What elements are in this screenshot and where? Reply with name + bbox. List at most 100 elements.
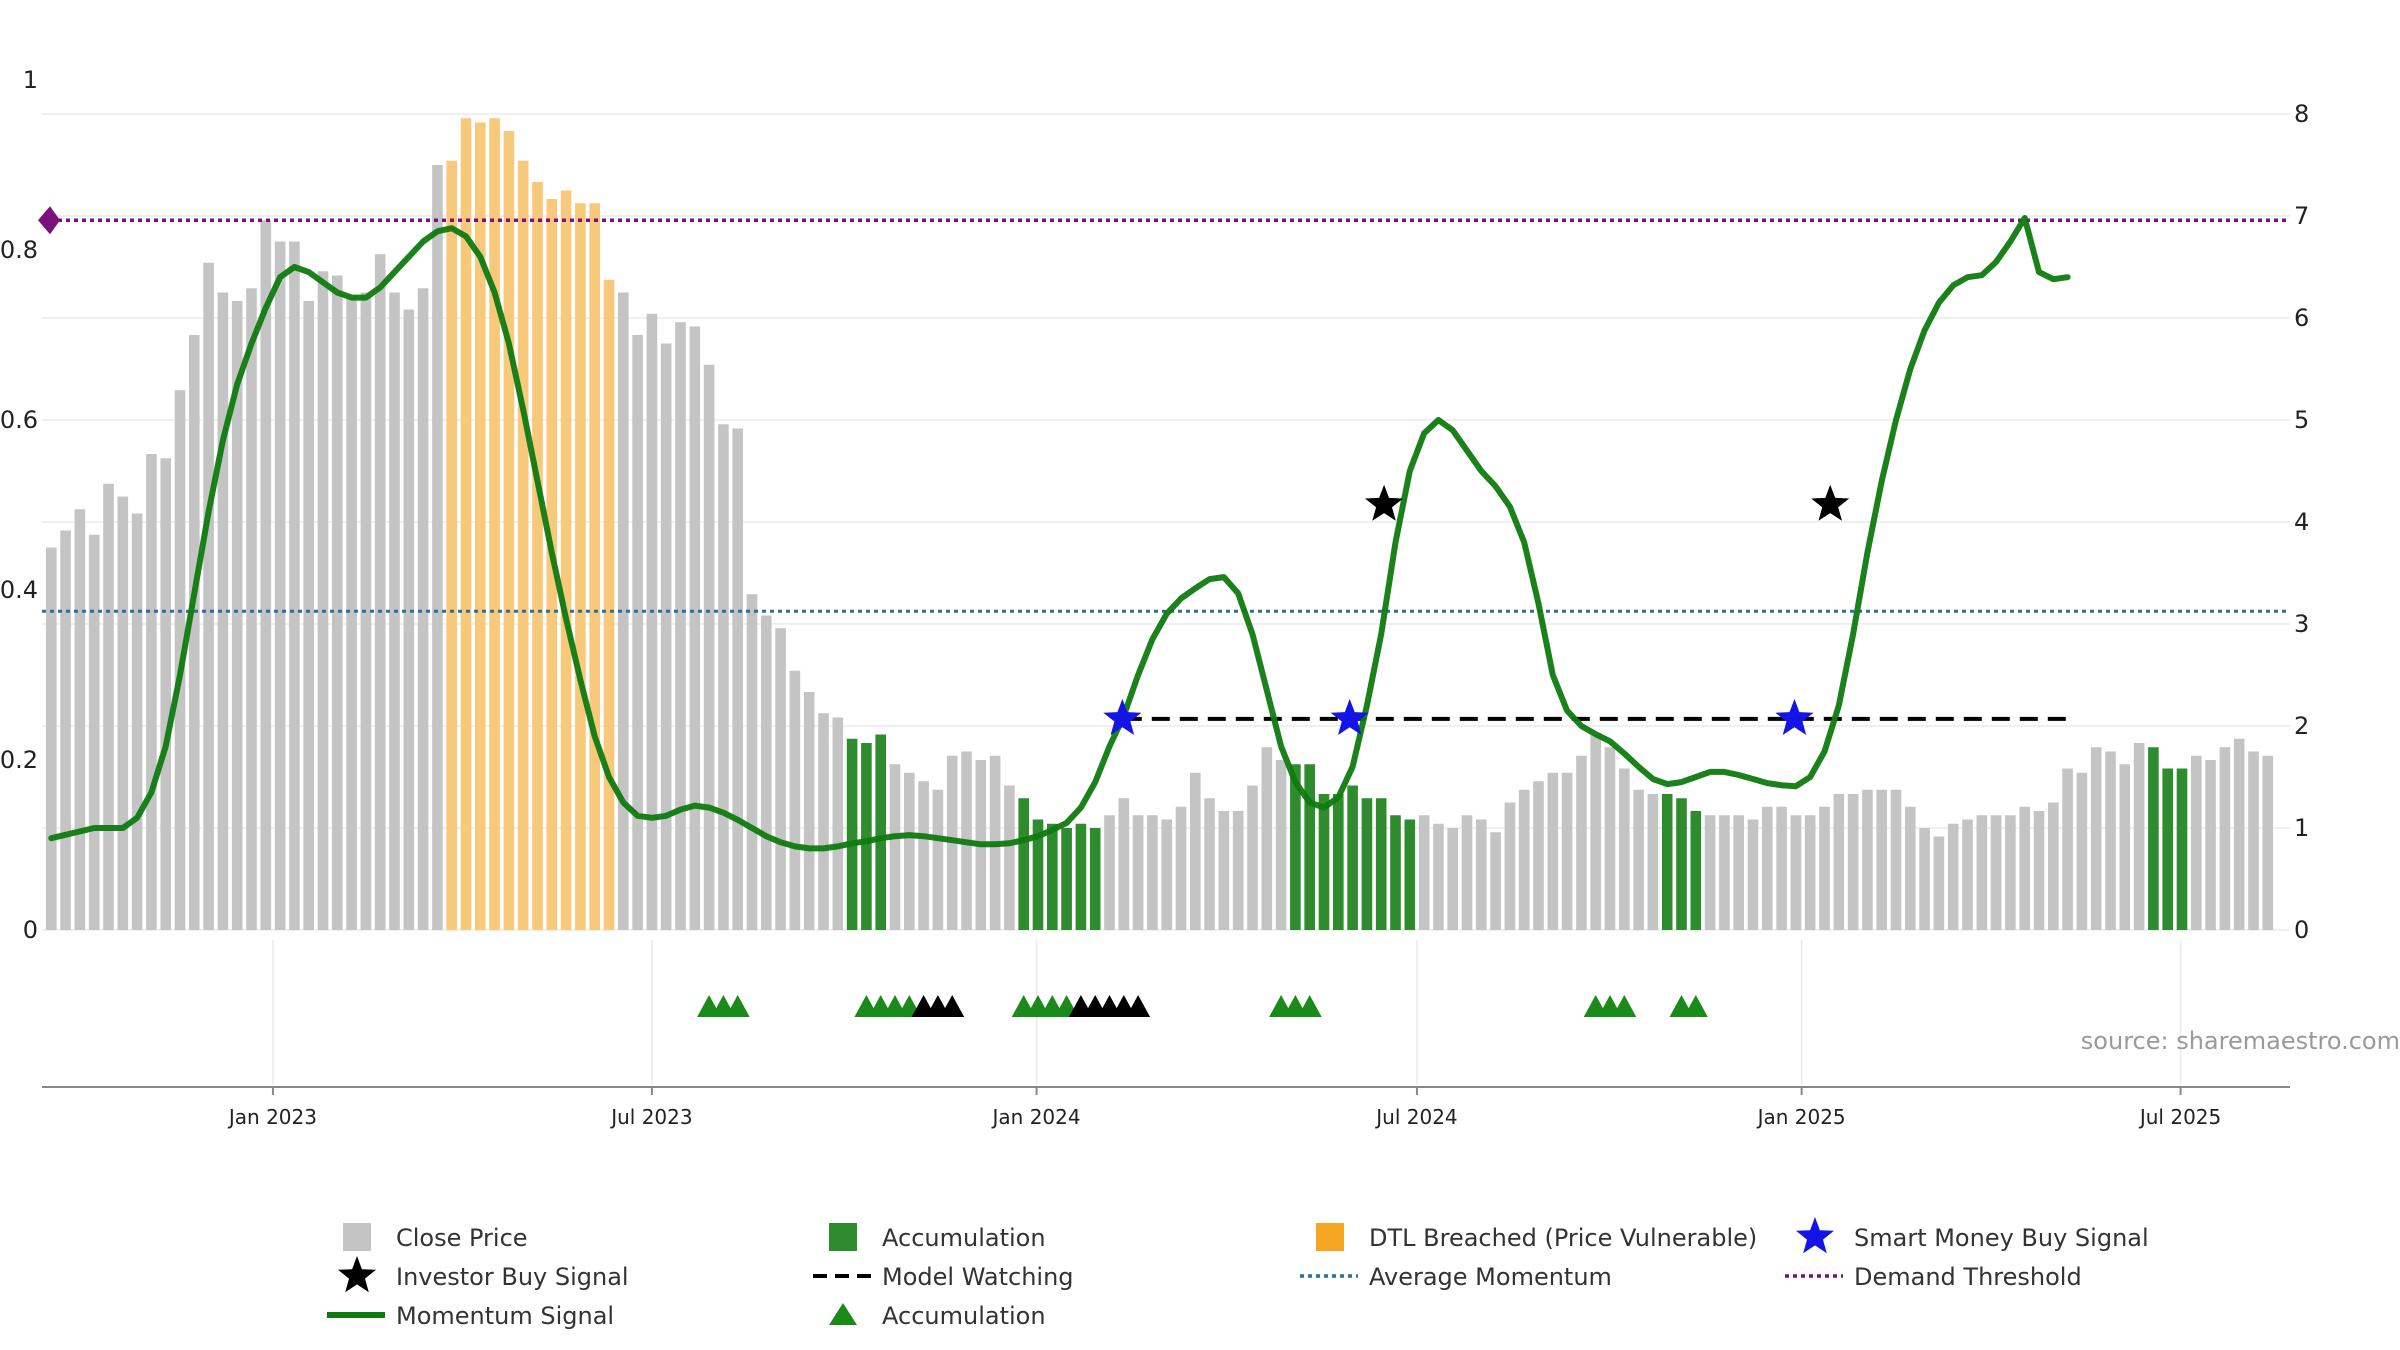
legend-item: Demand Threshold xyxy=(1785,1263,2082,1291)
close-price-bar xyxy=(2005,815,2016,930)
y-left-tick-label: 1 xyxy=(23,66,38,94)
watching-triangle xyxy=(940,995,965,1017)
legend-label: Accumulation xyxy=(882,1224,1046,1252)
legend: Close Price Accumulation DTL Breached (Pri… xyxy=(327,1217,2149,1330)
close-price-bar xyxy=(2233,738,2245,930)
close-price-bar xyxy=(646,313,658,930)
close-price-bar xyxy=(775,628,786,930)
close-price-bar xyxy=(1132,815,1144,930)
close-price-bar xyxy=(1476,819,1487,930)
demand-threshold-marker xyxy=(38,206,60,235)
close-price-bar xyxy=(2262,755,2274,930)
close-price-bar xyxy=(1876,789,1887,930)
legend-label: Momentum Signal xyxy=(396,1302,614,1330)
accumulation-bar xyxy=(1318,794,1330,930)
close-price-bar xyxy=(1762,806,1773,930)
close-price-bar xyxy=(189,335,200,930)
y-left-tick-label: 0.2 xyxy=(0,746,38,774)
close-price-bar xyxy=(1118,798,1130,930)
close-price-bar xyxy=(2133,743,2145,930)
close-price-bar xyxy=(160,458,171,930)
legend-swatch-accumulation xyxy=(829,1223,857,1251)
legend-item: Model Watching xyxy=(813,1263,1074,1291)
x-tick-label: Jul 2023 xyxy=(609,1105,692,1129)
close-price-bar xyxy=(1776,806,1787,930)
close-price-bar xyxy=(1561,772,1573,930)
close-price-bar xyxy=(1633,789,1644,930)
legend-item: DTL Breached (Price Vulnerable) xyxy=(1316,1223,1757,1252)
close-price-bar xyxy=(1175,806,1187,930)
source-label: source: sharemaestro.com xyxy=(2081,1027,2400,1055)
legend-swatch-close xyxy=(343,1223,371,1251)
accumulation-triangle xyxy=(1297,995,1322,1017)
dtl-bar xyxy=(589,203,600,930)
close-price-bar xyxy=(1847,794,1859,930)
close-price-bar xyxy=(2191,755,2202,930)
close-price-bar xyxy=(1604,747,1616,930)
accumulation-bar xyxy=(2176,768,2188,930)
close-price-bar xyxy=(918,781,929,930)
y-right-tick-label: 8 xyxy=(2294,100,2309,128)
legend-item: Investor Buy Signal xyxy=(338,1256,629,1293)
close-price-bar xyxy=(1004,785,1015,930)
legend-swatch-dtl xyxy=(1316,1223,1344,1251)
accumulation-bar xyxy=(1661,794,1673,930)
close-price-bar xyxy=(1275,760,1287,930)
close-price-bar xyxy=(346,296,357,930)
watching-triangle xyxy=(1126,995,1151,1017)
y-right-tick-label: 1 xyxy=(2294,814,2309,842)
legend-item: Accumulation xyxy=(829,1223,1046,1252)
momentum-signal-line xyxy=(48,215,2071,852)
close-price-bar xyxy=(889,764,901,930)
dtl-bar xyxy=(446,160,457,930)
smart-money-buy-signal xyxy=(1330,698,1369,735)
accumulation-bar xyxy=(1075,823,1087,930)
legend-label: Investor Buy Signal xyxy=(396,1263,629,1291)
accumulation-bar xyxy=(1690,811,1702,930)
close-price-bar xyxy=(2033,811,2045,930)
close-price-bar xyxy=(74,509,86,930)
dtl-bar xyxy=(475,122,486,930)
accumulation-bar xyxy=(1390,815,1401,930)
accumulation-bar xyxy=(1676,798,1687,930)
x-tick-label: Jan 2023 xyxy=(227,1105,317,1129)
close-price-bar xyxy=(303,301,314,930)
close-price-bar xyxy=(2119,764,2131,930)
accumulation-bar xyxy=(1089,828,1101,930)
close-price-bar xyxy=(1890,789,1902,930)
y-right-tick-label: 0 xyxy=(2294,916,2309,944)
close-price-bar xyxy=(131,513,143,930)
legend-triangle-green xyxy=(829,1303,857,1325)
smart-money-buy-signal xyxy=(1103,698,1142,735)
close-price-bar xyxy=(1905,806,1916,930)
smart-money-buy-signal xyxy=(1775,698,1814,735)
close-price-bar xyxy=(675,322,686,930)
legend-item: Average Momentum xyxy=(1300,1263,1612,1291)
close-price-bar xyxy=(1933,836,1945,930)
close-price-bar xyxy=(103,483,114,930)
investor-buy-signal xyxy=(1811,484,1850,521)
close-price-bar xyxy=(1976,815,1988,930)
close-price-bar xyxy=(289,241,300,930)
legend-label: DTL Breached (Price Vulnerable) xyxy=(1369,1224,1757,1252)
accumulation-bar xyxy=(1032,819,1044,930)
close-price-bar xyxy=(703,364,715,930)
close-price-bar xyxy=(689,326,701,930)
close-price-bar xyxy=(1490,832,1501,930)
legend-star-blue xyxy=(1796,1217,1834,1254)
close-price-bar xyxy=(1447,828,1458,930)
y-left-tick-label: 0.6 xyxy=(0,406,38,434)
dtl-bar xyxy=(532,182,543,930)
accumulation-bar xyxy=(875,734,886,930)
close-price-bar xyxy=(432,165,443,930)
close-price-bar xyxy=(1504,802,1516,930)
legend-label: Demand Threshold xyxy=(1854,1263,2082,1291)
close-price-bar xyxy=(2019,806,2030,930)
legend-item: Momentum Signal xyxy=(327,1302,614,1330)
close-price-bar xyxy=(246,288,257,930)
accumulation-bar xyxy=(2162,768,2173,930)
dtl-bar xyxy=(603,279,615,930)
close-price-bar xyxy=(46,547,57,930)
close-price-bar xyxy=(789,670,801,930)
tick-labels: 0 0.2 0.4 0.6 0.8 1 0 1 2 3 4 5 6 7 8 Jan 2023 Jul 2023 J… xyxy=(0,66,2309,1129)
